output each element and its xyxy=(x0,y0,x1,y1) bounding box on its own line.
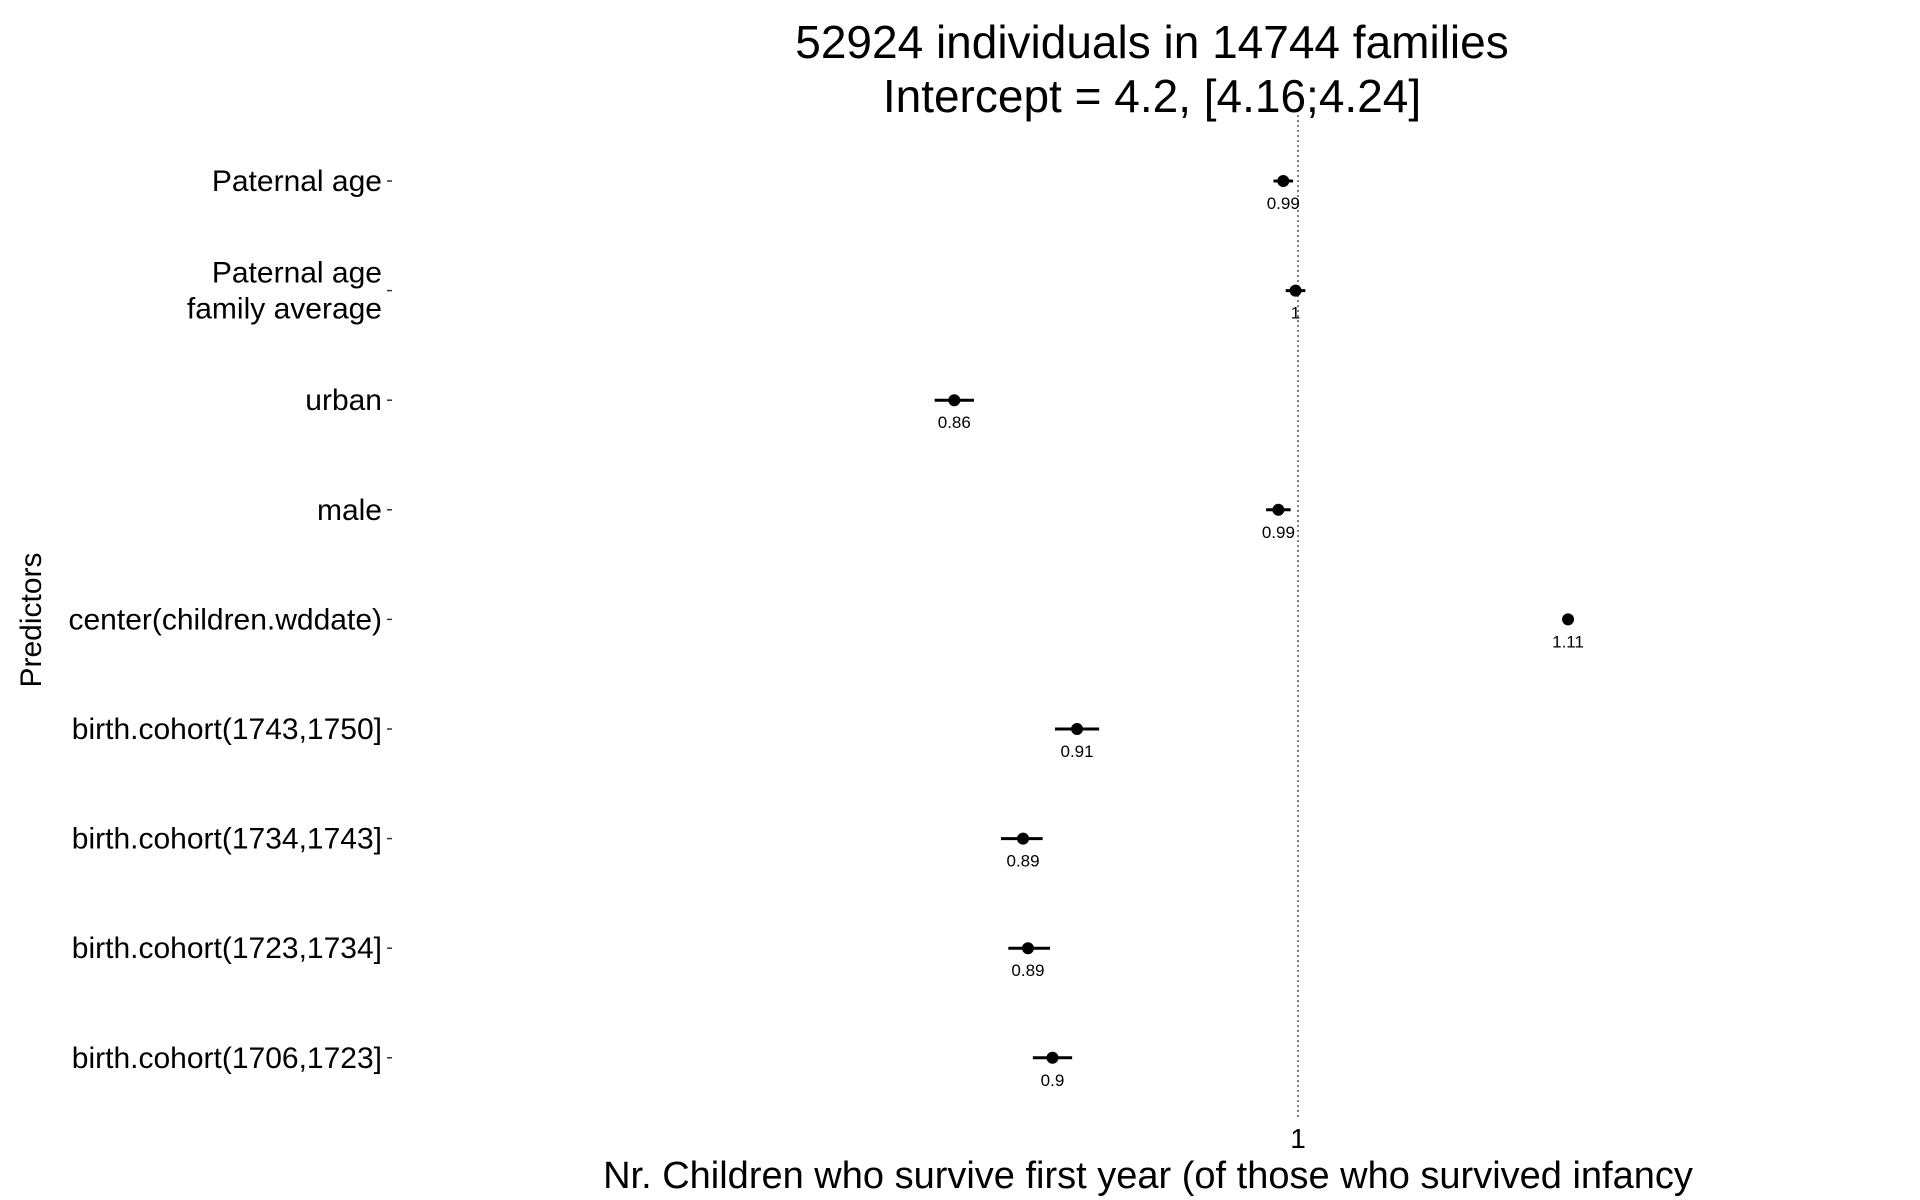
y-axis-label: Predictors xyxy=(15,552,48,687)
x-axis-label: Nr. Children who survive first year (of … xyxy=(603,1155,1693,1197)
predictor-3-point xyxy=(948,394,961,407)
predictor-7-point xyxy=(1017,832,1030,845)
predictor-5-value-label: 1.11 xyxy=(1552,632,1584,651)
predictor-1-label: Paternal age xyxy=(212,165,382,198)
predictor-9-point xyxy=(1046,1051,1059,1064)
predictor-5-label: center(children.wddate) xyxy=(69,603,383,636)
x-tick-label: 1 xyxy=(1290,1123,1306,1154)
predictor-3-label: urban xyxy=(305,384,382,417)
predictor-6-point xyxy=(1071,723,1084,735)
predictor-5-point xyxy=(1562,613,1575,626)
predictor-8-label: birth.cohort(1723,1734] xyxy=(72,932,382,965)
predictor-2-label: Paternal age family average xyxy=(187,257,382,326)
predictor-8-value-label: 0.89 xyxy=(1011,961,1044,980)
predictor-8-point xyxy=(1021,942,1034,955)
predictor-4-point xyxy=(1272,503,1285,516)
predictor-1-point xyxy=(1277,175,1290,187)
predictor-6-value-label: 0.91 xyxy=(1061,742,1094,761)
predictor-2-value-label: 1 xyxy=(1291,304,1300,323)
chart-title-line1: 52924 individuals in 14744 families xyxy=(795,16,1508,68)
predictor-1-value-label: 0.99 xyxy=(1267,194,1300,213)
predictor-3-value-label: 0.86 xyxy=(938,413,971,432)
predictor-4-value-label: 0.99 xyxy=(1262,523,1295,542)
predictor-9-label: birth.cohort(1706,1723] xyxy=(72,1042,382,1075)
predictor-2-point xyxy=(1289,284,1302,297)
predictor-7-label: birth.cohort(1734,1743] xyxy=(72,823,382,856)
predictor-7-value-label: 0.89 xyxy=(1006,852,1039,871)
chart-title-line2: Intercept = 4.2, [4.16;4.24] xyxy=(883,70,1421,122)
predictor-rows: Paternal age 0.99 Paternal age family avera… xyxy=(69,165,1584,1090)
predictor-9-value-label: 0.9 xyxy=(1041,1071,1065,1090)
predictor-4-label: male xyxy=(317,494,382,527)
predictor-6-label: birth.cohort(1743,1750] xyxy=(72,713,382,746)
